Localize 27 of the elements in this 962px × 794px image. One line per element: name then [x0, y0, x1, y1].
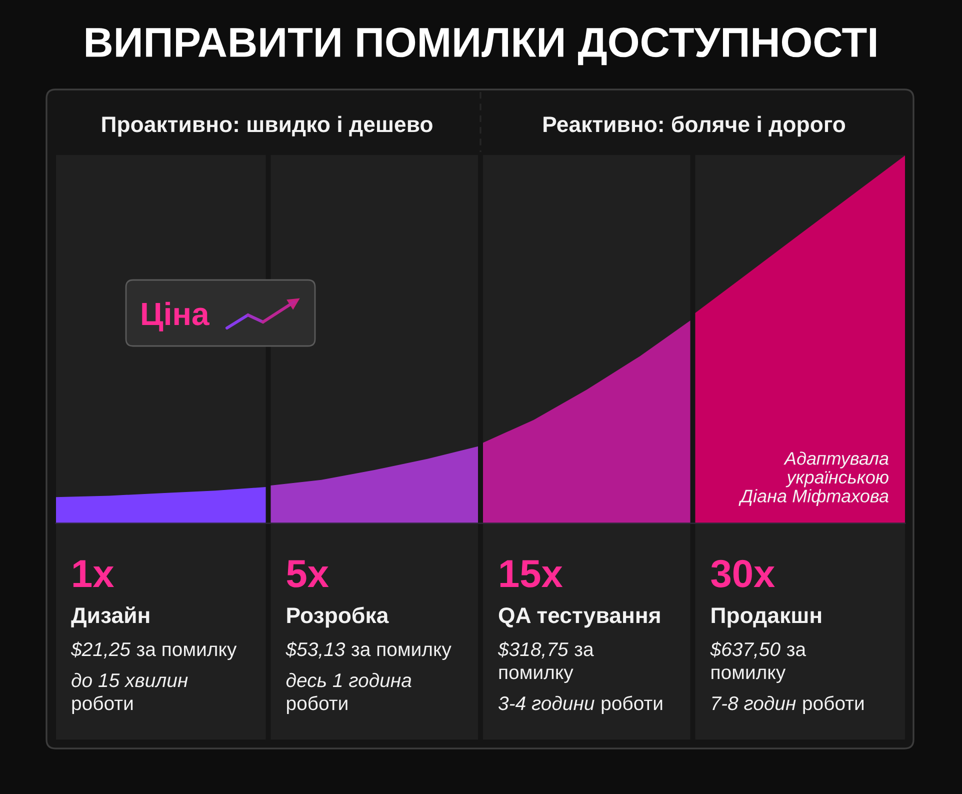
text: $21,25 [70, 642, 131, 658]
text: за помилку [136, 646, 237, 660]
text: десь 1 година [286, 672, 412, 688]
text: $318,75 [498, 642, 568, 658]
text: $53,13 [286, 642, 346, 658]
text: 15x [500, 560, 563, 588]
text: 3-4 години [498, 696, 594, 710]
text: роботи [602, 696, 662, 714]
text: Реактивно: боляче і дорого [544, 116, 846, 137]
text: Розробка [287, 606, 389, 628]
text: за помилку [351, 646, 452, 660]
annotation: Адаптувала українською Діана Міфтахова [738, 452, 888, 506]
text: до 15 хвилин [72, 672, 188, 688]
text: роботи [287, 696, 348, 714]
text: Дизайн [71, 606, 150, 628]
text: 30x [711, 560, 775, 588]
chart-title: ВИПРАВИТИ ПОМИЛКИ ДОСТУПНОСТІ [86, 28, 876, 66]
text: Проактивно: швидко і дешево [102, 116, 432, 137]
text: 5x [286, 560, 329, 588]
text: QA тестування [498, 607, 660, 628]
text: $637,50 [710, 642, 780, 658]
y-axis-title: Ціна [142, 302, 210, 332]
text: Продакшн [712, 608, 822, 628]
text: 1x [73, 560, 114, 587]
text: 7-8 годин [712, 696, 796, 710]
text: роботи [803, 696, 864, 714]
text: роботи [72, 696, 133, 714]
